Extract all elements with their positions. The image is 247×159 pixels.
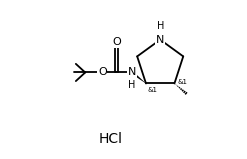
Text: N: N: [128, 67, 136, 77]
Text: H: H: [157, 21, 164, 31]
Text: H: H: [128, 80, 135, 90]
Text: &1: &1: [178, 79, 188, 85]
Text: N: N: [156, 35, 165, 45]
Text: HCl: HCl: [99, 132, 123, 146]
Polygon shape: [131, 71, 146, 83]
Text: O: O: [112, 38, 121, 48]
Text: &1: &1: [147, 87, 158, 93]
Text: O: O: [98, 67, 107, 77]
